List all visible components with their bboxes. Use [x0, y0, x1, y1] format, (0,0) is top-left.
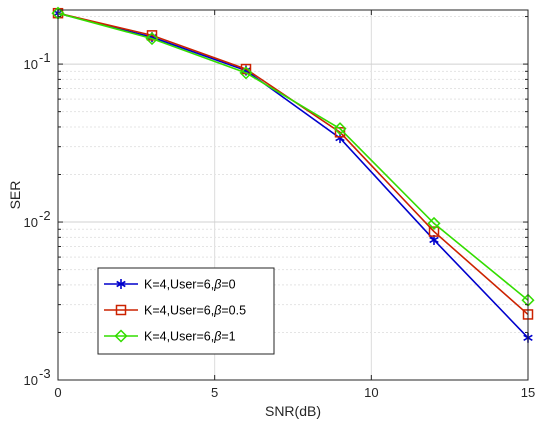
y-tick-label: 10: [24, 57, 38, 72]
axes-frame: [57, 9, 529, 381]
x-tick-label: 10: [364, 385, 378, 400]
asterisk-stroke: [116, 280, 126, 288]
legend-marker: [114, 329, 128, 343]
legend-label: K=4,User=6,β=1: [144, 330, 236, 344]
x-tick-label: 15: [521, 385, 535, 400]
y-tick-label: 10: [24, 215, 38, 230]
legend-marker: [115, 304, 127, 316]
ticks: [57, 10, 529, 381]
y-axis-label: SER: [7, 181, 23, 210]
legend-entry: K=4,User=6,β=1: [104, 329, 236, 344]
data-point: [145, 32, 159, 46]
y-tick-exponent: -3: [39, 366, 51, 381]
x-tick-label: 5: [211, 385, 218, 400]
data-point: [427, 216, 441, 230]
legend-box: [97, 267, 275, 355]
series-line: [57, 12, 529, 301]
y-tick-exponent: -1: [39, 50, 51, 65]
y-tick-label: 10: [24, 373, 38, 388]
legend-entry: K=4,User=6,β=0: [104, 278, 236, 292]
legend: K=4,User=6,β=0 K=4,User=6,β=0.5 K=4,User=6…: [97, 267, 275, 355]
asterisk-stroke: [429, 236, 439, 244]
x-tick-label: 0: [54, 385, 61, 400]
data-point: [333, 122, 347, 136]
x-axis-label: SNR(dB): [265, 403, 321, 419]
legend-label: K=4,User=6,β=0: [144, 278, 236, 292]
data-point: [146, 30, 158, 41]
y-tick-exponent: -2: [39, 208, 51, 223]
legend-label: K=4,User=6,β=0.5: [144, 304, 246, 318]
data-point: [239, 66, 253, 80]
legend-entry: K=4,User=6,β=0.5: [104, 304, 246, 318]
data-point: [428, 226, 440, 237]
series-line: [57, 12, 529, 339]
legend-marker: [116, 279, 126, 289]
